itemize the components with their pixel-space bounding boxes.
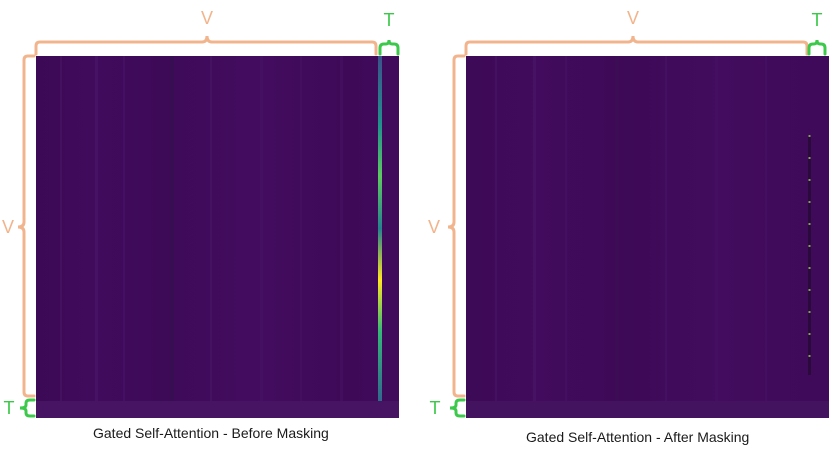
left-panel: V T V T Gated Self-Attention - Before Ma…	[2, 8, 400, 441]
top-v-label: V	[201, 8, 213, 28]
side-t-label: T	[4, 398, 15, 418]
side-t-bracket	[449, 398, 466, 418]
top-t-label: T	[812, 10, 823, 30]
right-diagram: V T V T	[428, 8, 829, 418]
side-t-label: T	[430, 398, 441, 418]
side-t-bracket	[19, 398, 36, 418]
top-v-label: V	[627, 8, 639, 28]
heatmap-after-masking	[466, 56, 829, 418]
heatmap-before-masking	[36, 56, 399, 418]
masked-text-token-column	[808, 135, 811, 375]
right-panel: V T V T Gated Self-Attention - After Mas…	[415, 0, 830, 467]
text-token-column	[378, 56, 382, 401]
caption-before-masking: Gated Self-Attention - Before Masking	[93, 425, 329, 441]
side-v-bracket	[447, 54, 466, 398]
top-v-bracket	[464, 35, 809, 56]
left-diagram: V T V T	[2, 8, 400, 418]
top-t-bracket	[807, 39, 827, 56]
side-v-label: V	[2, 217, 14, 237]
caption-after-masking: Gated Self-Attention - After Masking	[526, 429, 750, 445]
top-t-bracket	[378, 39, 400, 56]
side-v-label: V	[428, 217, 440, 237]
top-v-bracket	[34, 35, 378, 56]
side-v-bracket	[17, 54, 36, 398]
top-t-label: T	[384, 10, 395, 30]
